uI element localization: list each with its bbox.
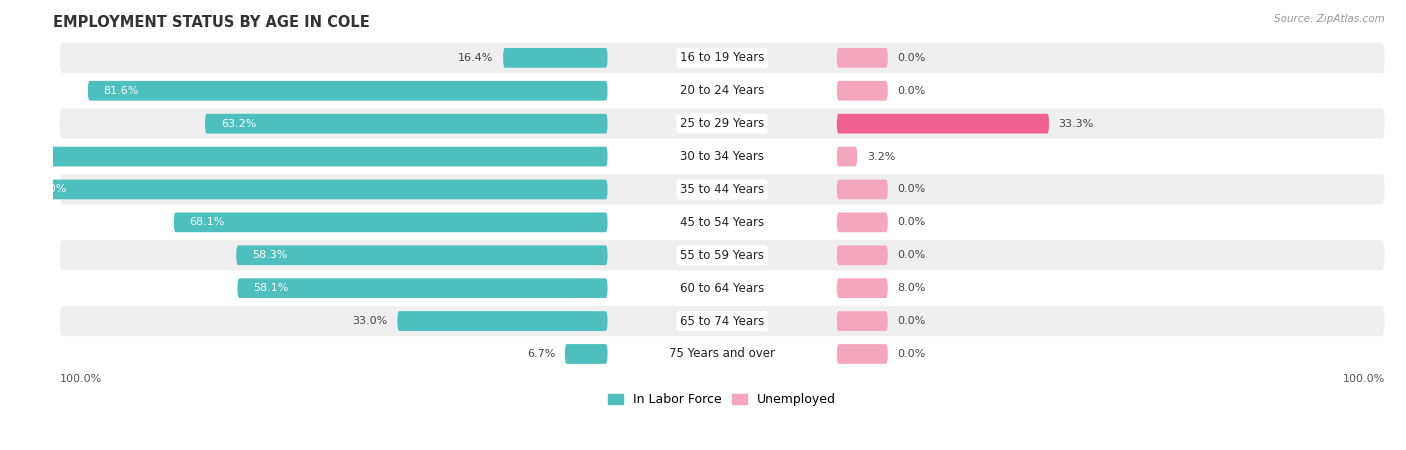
FancyBboxPatch shape	[60, 207, 1385, 238]
Text: 0.0%: 0.0%	[897, 217, 925, 227]
Text: 100.0%: 100.0%	[1343, 374, 1385, 384]
FancyBboxPatch shape	[837, 147, 858, 166]
Text: 65 to 74 Years: 65 to 74 Years	[681, 315, 765, 328]
FancyBboxPatch shape	[398, 311, 607, 331]
Text: 100.0%: 100.0%	[60, 374, 103, 384]
FancyBboxPatch shape	[837, 278, 887, 298]
Text: 58.1%: 58.1%	[253, 283, 288, 293]
Text: 45 to 54 Years: 45 to 54 Years	[681, 216, 765, 229]
FancyBboxPatch shape	[60, 174, 1385, 205]
Text: 0.0%: 0.0%	[897, 349, 925, 359]
Text: 58.3%: 58.3%	[252, 250, 287, 260]
FancyBboxPatch shape	[837, 48, 887, 68]
Text: 3.2%: 3.2%	[866, 152, 896, 162]
Text: 60 to 64 Years: 60 to 64 Years	[681, 282, 765, 295]
Text: 96.9%: 96.9%	[6, 152, 42, 162]
Text: 0.0%: 0.0%	[897, 86, 925, 96]
FancyBboxPatch shape	[60, 108, 1385, 139]
Text: 30 to 34 Years: 30 to 34 Years	[681, 150, 765, 163]
FancyBboxPatch shape	[837, 81, 887, 101]
FancyBboxPatch shape	[503, 48, 607, 68]
Text: 75 Years and over: 75 Years and over	[669, 347, 775, 360]
FancyBboxPatch shape	[236, 245, 607, 265]
FancyBboxPatch shape	[837, 344, 887, 364]
Text: Source: ZipAtlas.com: Source: ZipAtlas.com	[1274, 14, 1385, 23]
Text: 20 to 24 Years: 20 to 24 Years	[681, 84, 765, 97]
FancyBboxPatch shape	[60, 273, 1385, 303]
Text: EMPLOYMENT STATUS BY AGE IN COLE: EMPLOYMENT STATUS BY AGE IN COLE	[53, 15, 370, 30]
FancyBboxPatch shape	[837, 180, 887, 199]
Text: 68.1%: 68.1%	[190, 217, 225, 227]
FancyBboxPatch shape	[205, 114, 607, 134]
FancyBboxPatch shape	[87, 81, 607, 101]
FancyBboxPatch shape	[837, 245, 887, 265]
FancyBboxPatch shape	[837, 212, 887, 232]
Legend: In Labor Force, Unemployed: In Labor Force, Unemployed	[603, 388, 841, 411]
Text: 0.0%: 0.0%	[897, 184, 925, 194]
FancyBboxPatch shape	[60, 339, 1385, 369]
FancyBboxPatch shape	[15, 180, 607, 199]
FancyBboxPatch shape	[60, 240, 1385, 270]
FancyBboxPatch shape	[60, 306, 1385, 336]
Text: 0.0%: 0.0%	[897, 250, 925, 260]
FancyBboxPatch shape	[174, 212, 607, 232]
FancyBboxPatch shape	[238, 278, 607, 298]
Text: 16 to 19 Years: 16 to 19 Years	[681, 51, 765, 64]
Text: 93.0%: 93.0%	[31, 184, 66, 194]
Text: 33.0%: 33.0%	[353, 316, 388, 326]
Text: 25 to 29 Years: 25 to 29 Years	[681, 117, 765, 130]
Text: 16.4%: 16.4%	[458, 53, 494, 63]
Text: 6.7%: 6.7%	[527, 349, 555, 359]
FancyBboxPatch shape	[60, 141, 1385, 172]
FancyBboxPatch shape	[565, 344, 607, 364]
Text: 33.3%: 33.3%	[1059, 119, 1094, 129]
FancyBboxPatch shape	[60, 43, 1385, 73]
Text: 8.0%: 8.0%	[897, 283, 925, 293]
Text: 0.0%: 0.0%	[897, 53, 925, 63]
Text: 35 to 44 Years: 35 to 44 Years	[681, 183, 765, 196]
FancyBboxPatch shape	[60, 76, 1385, 106]
FancyBboxPatch shape	[0, 147, 607, 166]
Text: 63.2%: 63.2%	[221, 119, 256, 129]
FancyBboxPatch shape	[837, 311, 887, 331]
Text: 55 to 59 Years: 55 to 59 Years	[681, 249, 765, 262]
FancyBboxPatch shape	[837, 114, 1049, 134]
Text: 81.6%: 81.6%	[104, 86, 139, 96]
Text: 0.0%: 0.0%	[897, 316, 925, 326]
